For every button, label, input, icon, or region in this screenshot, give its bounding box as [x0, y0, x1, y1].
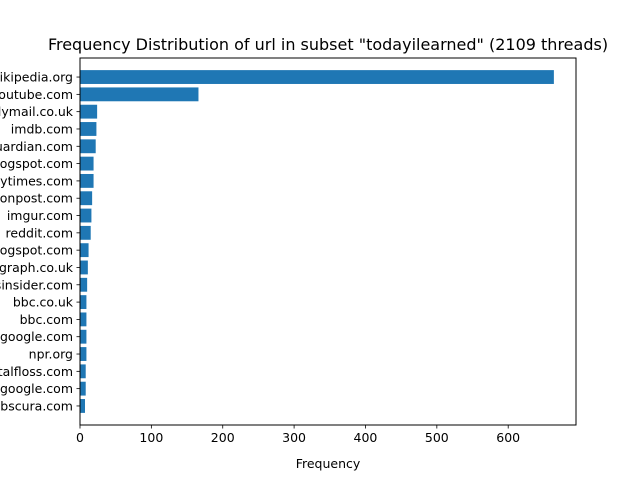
y-tick-label-18: books.google.com: [0, 381, 73, 396]
bar-15: [80, 329, 87, 344]
x-tick-label-1: 100: [139, 430, 163, 445]
y-tick-label-3: imdb.com: [11, 121, 73, 136]
bar-19: [80, 399, 85, 413]
bar-11: [80, 260, 88, 275]
x-tick-label-6: 600: [496, 430, 520, 445]
chart-title: Frequency Distribution of url in subset …: [48, 35, 608, 54]
bar-0: [80, 70, 554, 84]
bar-5: [80, 156, 94, 171]
bar-18: [80, 381, 86, 396]
y-tick-label-8: imgur.com: [7, 208, 73, 223]
y-tick-label-15: google.com: [0, 329, 73, 344]
y-tick-label-17: mentalfloss.com: [0, 364, 73, 379]
bar-6: [80, 173, 94, 188]
y-tick-label-13: bbc.co.uk: [13, 295, 74, 310]
bar-17: [80, 364, 86, 379]
y-tick-label-19: atlasobscura.com: [0, 398, 73, 413]
bar-12: [80, 277, 88, 292]
y-tick-label-1: youtube.com: [0, 87, 73, 102]
bar-10: [80, 243, 89, 258]
bar-9: [80, 225, 91, 240]
bar-16: [80, 347, 87, 361]
bar-3: [80, 122, 97, 136]
y-tick-label-12: businessinsider.com: [0, 277, 73, 292]
x-tick-label-0: 0: [76, 430, 84, 445]
bar-2: [80, 104, 98, 119]
y-tick-label-9: reddit.com: [6, 225, 73, 240]
y-tick-label-10: blogspot.com: [0, 243, 73, 258]
bar-1: [80, 87, 199, 102]
y-tick-label-14: bbc.com: [20, 312, 73, 327]
y-tick-label-0: en.wikipedia.org: [0, 70, 73, 85]
bar-14: [80, 312, 87, 327]
y-tick-label-7: huffingtonpost.com: [0, 191, 73, 206]
x-tick-label-4: 400: [354, 430, 378, 445]
y-tick-label-2: dailymail.co.uk: [0, 104, 74, 119]
x-tick-label-5: 500: [425, 430, 449, 445]
plot-frame: [79, 57, 577, 426]
y-tick-label-11: telegraph.co.uk: [0, 260, 74, 275]
x-tick-label-3: 300: [282, 430, 306, 445]
bar-8: [80, 208, 92, 223]
y-tick-label-5: blogspot.com: [0, 156, 73, 171]
bar-13: [80, 295, 87, 310]
x-axis-label: Frequency: [296, 456, 361, 471]
x-tick-label-2: 200: [211, 430, 235, 445]
y-tick-label-16: npr.org: [29, 347, 73, 362]
y-tick-label-6: nytimes.com: [0, 173, 73, 188]
bar-7: [80, 191, 93, 206]
bar-4: [80, 139, 96, 154]
y-tick-label-4: theguardian.com: [0, 139, 73, 154]
